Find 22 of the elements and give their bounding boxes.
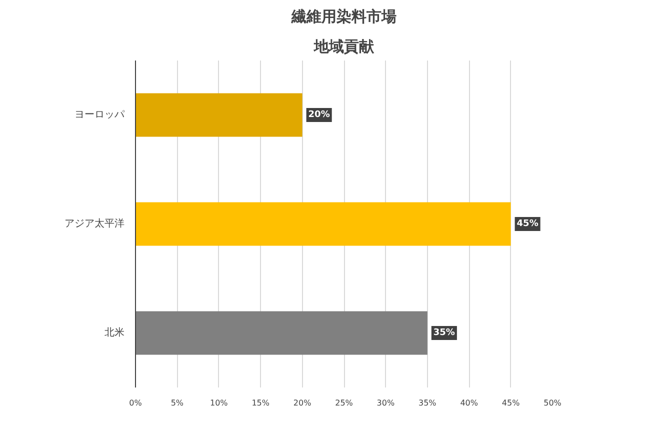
chart-title: 繊維用染料市場 bbox=[290, 8, 396, 26]
x-tick-label: 50% bbox=[544, 398, 562, 408]
y-tick-label: アジア太平洋 bbox=[64, 218, 124, 230]
y-tick-label: 北米 bbox=[104, 326, 124, 338]
x-tick-label: 5% bbox=[170, 398, 184, 408]
y-tick-label: ヨーロッパ bbox=[74, 110, 126, 120]
x-tick-label: 25% bbox=[335, 398, 354, 408]
x-tick-label: 30% bbox=[376, 398, 395, 408]
x-tick-label: 20% bbox=[293, 398, 312, 408]
data-label: 20% bbox=[308, 110, 330, 120]
data-label: 35% bbox=[433, 328, 455, 338]
x-tick-label: 10% bbox=[210, 398, 228, 408]
bar bbox=[136, 93, 302, 137]
bar bbox=[136, 202, 511, 246]
x-tick-label: 45% bbox=[502, 398, 520, 408]
chart-subtitle: 地域貢献 bbox=[313, 38, 375, 56]
x-tick-label: 0% bbox=[129, 398, 142, 408]
x-tick-label: 15% bbox=[252, 398, 270, 408]
bar bbox=[136, 311, 428, 355]
x-tick-label: 40% bbox=[460, 398, 478, 408]
x-tick-label: 35% bbox=[418, 398, 437, 408]
data-label: 45% bbox=[516, 219, 538, 229]
